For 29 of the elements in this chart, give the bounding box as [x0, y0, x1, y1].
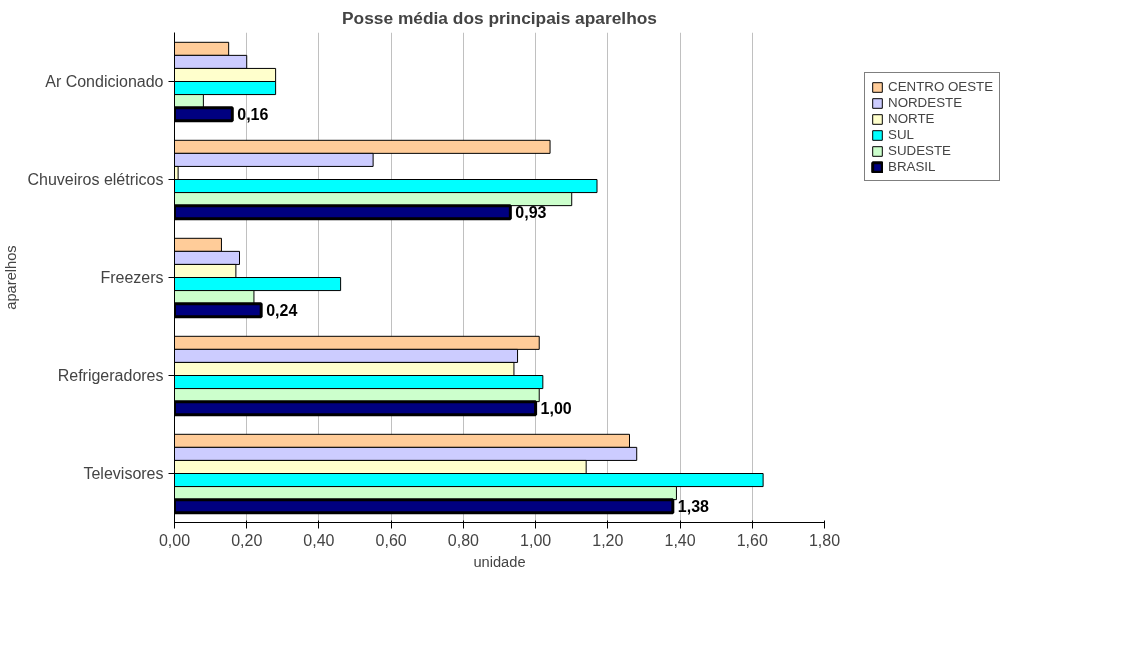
x-tick-label: 0,00 [158, 531, 191, 549]
data-label: 0,93 [515, 204, 547, 222]
data-label: 1,38 [677, 498, 710, 516]
x-tick-label: 0,80 [447, 531, 480, 549]
data-label: 0,24 [266, 302, 298, 320]
x-tick-label: 1,80 [808, 531, 841, 549]
legend-label: SUL [888, 127, 914, 142]
y-tick-label: Ar Condicionado [45, 73, 164, 90]
x-tick-label: 0,20 [231, 531, 263, 549]
legend-label: NORDESTE [888, 95, 963, 110]
legend-label: BRASIL [888, 159, 936, 174]
y-tick-label: Televisores [83, 465, 164, 482]
x-tick-label: 0,60 [375, 531, 407, 549]
x-tick-label: 1,20 [592, 531, 624, 549]
chart-title: Posse média dos principais aparelhos [342, 7, 657, 28]
x-tick-label: 1,60 [736, 531, 768, 549]
data-label: 0,16 [237, 106, 269, 124]
legend-label: SUDESTE [888, 143, 951, 158]
x-tick-label: 1,40 [664, 531, 696, 549]
y-tick-label: Freezers [100, 269, 164, 286]
y-tick-label: Refrigeradores [57, 367, 164, 384]
data-label: 1,00 [540, 400, 572, 418]
x-axis-title: unidade [473, 553, 526, 570]
legend-label: CENTRO OESTE [888, 79, 994, 94]
x-tick-label: 0,40 [303, 531, 335, 549]
legend-label: NORTE [888, 111, 935, 126]
y-tick-label: Chuveiros elétricos [27, 171, 164, 188]
x-tick-label: 1,00 [520, 531, 552, 549]
y-axis-title: aparelhos [3, 245, 20, 310]
